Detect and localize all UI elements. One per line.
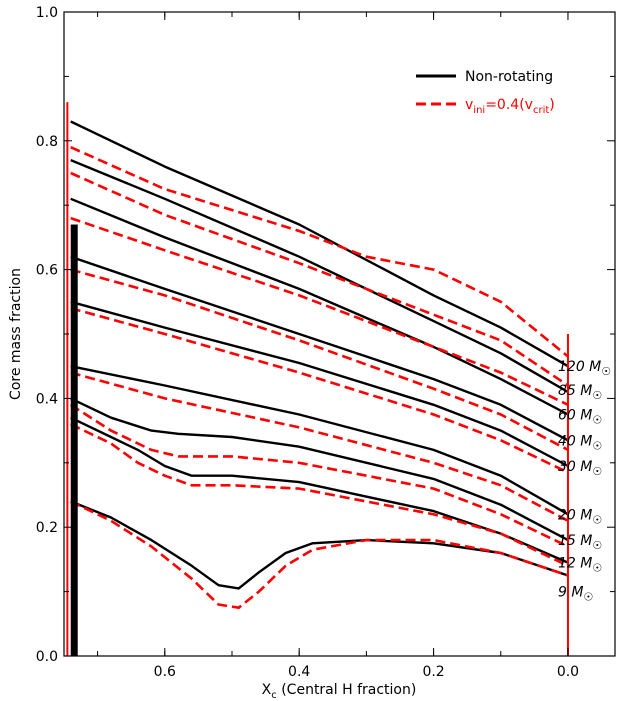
legend: Non-rotating vini=0.4(vcrit) xyxy=(416,69,555,116)
non-rotating-track-line xyxy=(70,500,569,590)
non-rotating-track-line xyxy=(70,197,569,416)
non-rotating-track-line xyxy=(70,255,569,442)
non-rotating-track-line xyxy=(70,416,569,564)
non-rotating-track-line xyxy=(70,397,569,542)
x-tick-label: 0.2 xyxy=(422,664,444,680)
mass-label: 30 M☉ xyxy=(558,459,602,478)
y-tick-label: 0.6 xyxy=(36,263,58,279)
rotating-track-line xyxy=(70,146,569,358)
rotating-track-line xyxy=(70,306,569,474)
x-tick-label: 0.6 xyxy=(154,664,176,680)
rotating-track-line xyxy=(70,216,569,406)
mass-label: 85 M☉ xyxy=(558,383,602,402)
rotating-track-line xyxy=(70,171,569,387)
mass-label: 120 M☉ xyxy=(558,359,611,378)
mass-label: 60 M☉ xyxy=(558,408,602,427)
mass-label: 20 M☉ xyxy=(558,507,602,526)
non-rotating-start-spike xyxy=(70,224,78,656)
x-tick-label: 0.4 xyxy=(288,664,310,680)
plot-frame xyxy=(63,11,616,657)
mass-label: 40 M☉ xyxy=(558,433,602,452)
y-tick-label: 0.8 xyxy=(36,134,58,150)
y-tick-label: 0.0 xyxy=(36,649,58,665)
mass-label: 9 M☉ xyxy=(558,585,593,604)
rotating-track-line xyxy=(70,371,569,522)
y-tick-label: 0.2 xyxy=(36,520,58,536)
rotating-track-line xyxy=(70,423,569,567)
non-rotating-track-line xyxy=(70,300,569,468)
rotating-track-line xyxy=(70,500,569,609)
non-rotating-track-line xyxy=(70,120,569,368)
x-axis-label: Xc (Central H fraction) xyxy=(262,682,417,701)
mass-label: 15 M☉ xyxy=(558,533,602,552)
non-rotating-track-line xyxy=(70,365,569,516)
mass-label: 12 M☉ xyxy=(558,556,602,575)
x-tick-label: 0.0 xyxy=(557,664,579,680)
rotating-track-line xyxy=(70,268,569,452)
y-tick-label: 0.4 xyxy=(36,391,58,407)
rotating-track-line xyxy=(69,403,569,548)
legend-label-rotating: vini=0.4(vcrit) xyxy=(465,97,555,116)
y-axis-label: Core mass fraction xyxy=(8,268,24,400)
legend-label-non-rotating: Non-rotating xyxy=(465,69,553,85)
y-tick-label: 1.0 xyxy=(36,5,58,21)
